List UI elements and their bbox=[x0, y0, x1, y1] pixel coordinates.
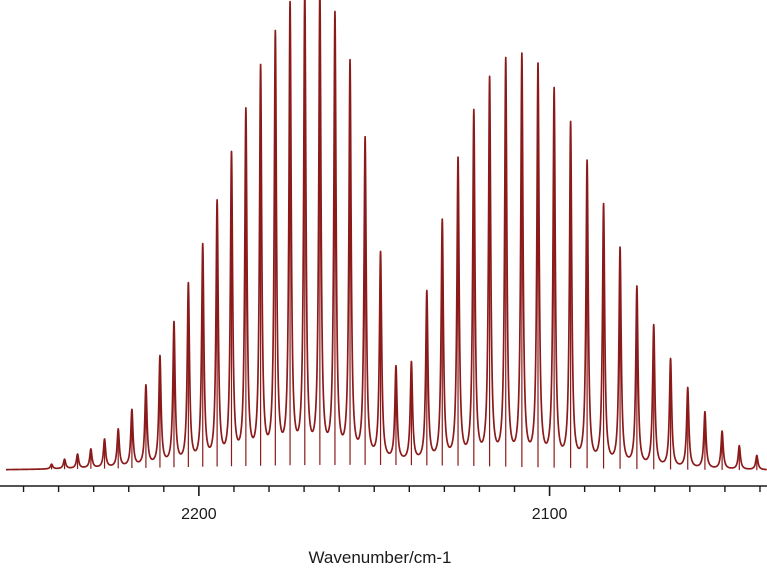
x-tick-label: 2100 bbox=[532, 506, 568, 523]
spectrum-trace bbox=[5, 0, 767, 471]
x-axis-ticks: 2200 2100 bbox=[22, 486, 761, 523]
x-tick-label: 2200 bbox=[181, 506, 217, 523]
spectrum-lines bbox=[5, 0, 767, 471]
x-axis: 2200 2100 bbox=[0, 485, 767, 523]
x-axis-title: Wavenumber/cm-1 bbox=[309, 548, 452, 567]
